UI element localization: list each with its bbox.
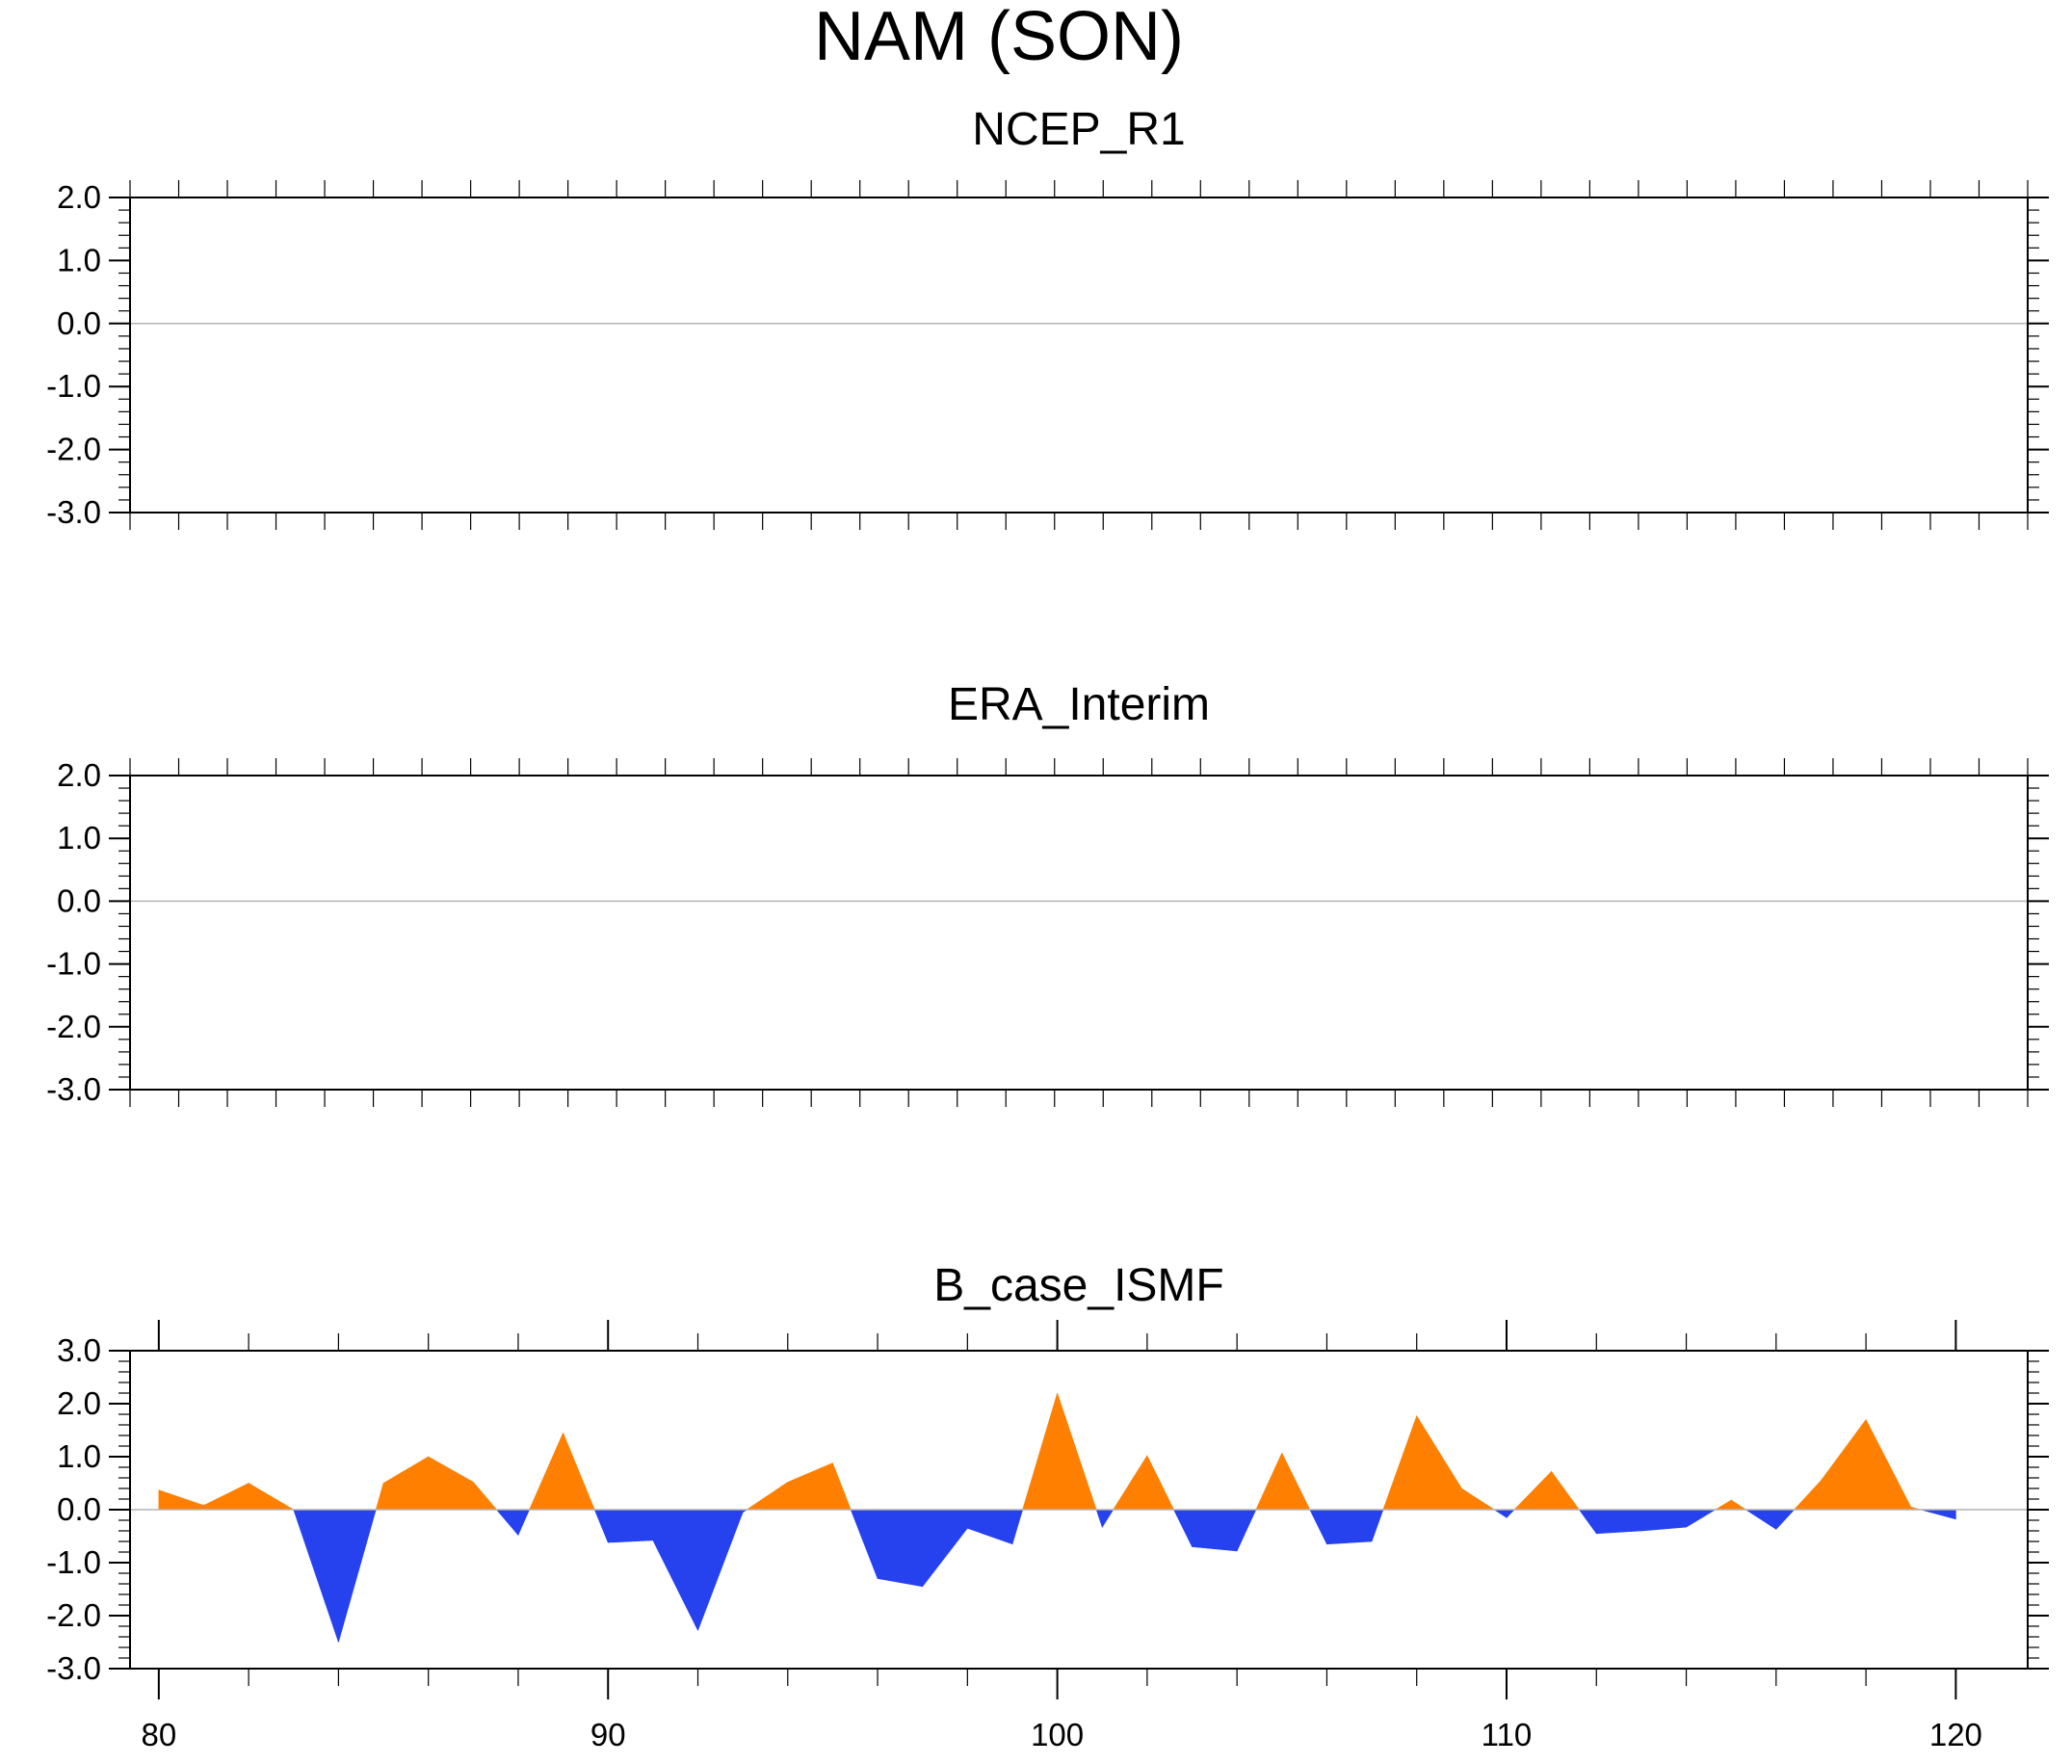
b-case-ismf-negative-area xyxy=(1192,1509,1238,1552)
era-interim-title: ERA_Interim xyxy=(948,679,1210,730)
b-case-ismf-y-tick-label: -2.0 xyxy=(46,1597,101,1633)
b-case-ismf-y-tick-label: -1.0 xyxy=(46,1544,101,1580)
panel-b-case-ismf: B_case_ISMF 3.0 2.0 1.0 0.0 -1.0 -2.0 -3.0 80 90 1… xyxy=(46,1260,2049,1752)
b-case-ismf-title: B_case_ISMF xyxy=(933,1260,1223,1311)
b-case-ismf-negative-area xyxy=(593,1509,609,1543)
b-case-ismf-negative-area xyxy=(1101,1509,1115,1529)
era-interim-y-tick-label: -2.0 xyxy=(46,1009,101,1044)
b-case-ismf-negative-area xyxy=(1578,1509,1597,1535)
era-interim-y-tick-label: -1.0 xyxy=(46,946,101,982)
b-case-ismf-x-tick-label: 80 xyxy=(141,1717,176,1752)
b-case-ismf-positive-area xyxy=(1022,1392,1058,1511)
b-case-ismf-positive-area xyxy=(1461,1488,1496,1511)
era-interim-plot-frame xyxy=(129,775,2029,1091)
b-case-ismf-x-tick-label: 120 xyxy=(1929,1717,1982,1752)
b-case-ismf-negative-area xyxy=(1493,1509,1508,1518)
b-case-ismf-positive-area xyxy=(1416,1414,1462,1511)
b-case-ismf-negative-area xyxy=(1236,1509,1257,1552)
b-case-ismf-positive-area xyxy=(1146,1455,1175,1511)
b-case-ismf-positive-area xyxy=(203,1483,249,1511)
b-case-ismf-y-tick-label: 3.0 xyxy=(57,1332,101,1368)
b-case-ismf-y-tick-label: -3.0 xyxy=(46,1650,101,1686)
b-case-ismf-positive-area xyxy=(1113,1454,1148,1511)
b-case-ismf-negative-area xyxy=(1326,1509,1373,1545)
ncep-r1-y-tick-label: -1.0 xyxy=(46,368,101,404)
era-interim-y-tick-label: 2.0 xyxy=(57,757,101,793)
b-case-ismf-negative-area xyxy=(922,1509,968,1588)
b-case-ismf-positive-area xyxy=(746,1481,789,1511)
ncep-r1-y-tick-label: -3.0 xyxy=(46,494,101,530)
b-case-ismf-negative-area xyxy=(1371,1509,1384,1542)
b-case-ismf-negative-area xyxy=(967,1509,1013,1545)
b-case-ismf-negative-area xyxy=(877,1509,924,1588)
ncep-r1-y-tick-label: 2.0 xyxy=(57,179,101,215)
b-case-ismf-y-tick-label: 2.0 xyxy=(57,1385,101,1421)
b-case-ismf-negative-area xyxy=(1309,1509,1327,1544)
b-case-ismf-positive-area xyxy=(375,1483,384,1511)
b-case-ismf-positive-area xyxy=(1382,1415,1418,1511)
b-case-ismf-negative-area xyxy=(1011,1509,1024,1544)
b-case-ismf-positive-area xyxy=(1865,1419,1912,1511)
panel-ncep-r1: NCEP_R12.01.00.0-1.0-2.0-3.0198519901995… xyxy=(46,104,2049,530)
b-case-ismf-negative-area xyxy=(1686,1509,1717,1528)
b-case-ismf-negative-area xyxy=(1095,1509,1103,1528)
b-case-ismf-negative-area xyxy=(1744,1509,1777,1530)
b-case-ismf-positive-area xyxy=(1551,1470,1580,1511)
b-case-ismf-positive-area xyxy=(832,1462,852,1511)
b-case-ismf-y-tick-label: 0.0 xyxy=(57,1491,101,1527)
ncep-r1-y-tick-label: 1.0 xyxy=(57,242,101,277)
b-case-ismf-negative-area xyxy=(1173,1509,1193,1547)
b-case-ismf-positive-area xyxy=(1793,1479,1822,1511)
b-case-ismf-x-tick-label: 90 xyxy=(590,1717,626,1752)
b-case-ismf-negative-area xyxy=(1506,1509,1515,1518)
b-case-ismf-negative-area xyxy=(652,1509,698,1631)
b-case-ismf-negative-area xyxy=(1920,1509,1956,1520)
ncep-r1-title: NCEP_R1 xyxy=(972,104,1185,155)
b-case-ismf-positive-area xyxy=(787,1462,833,1511)
b-case-ismf-positive-area xyxy=(1714,1499,1732,1511)
era-interim-y-tick-label: 1.0 xyxy=(57,820,101,856)
b-case-ismf-positive-area xyxy=(1281,1453,1311,1511)
b-case-ismf-x-tick-label: 100 xyxy=(1031,1717,1084,1752)
ncep-r1-y-tick-label: 0.0 xyxy=(57,305,101,341)
era-interim-y-tick-label: -3.0 xyxy=(46,1071,101,1107)
b-case-ismf-positive-area xyxy=(248,1482,295,1511)
b-case-ismf-negative-area xyxy=(293,1509,339,1643)
b-case-ismf-positive-area xyxy=(158,1489,204,1511)
ncep-r1-plot-frame xyxy=(129,197,2029,513)
b-case-ismf-positive-area xyxy=(563,1433,595,1511)
b-case-ismf-positive-area xyxy=(1057,1392,1097,1511)
b-case-ismf-negative-area xyxy=(1640,1509,1687,1532)
main-title: NAM (SON) xyxy=(814,0,1184,75)
ncep-r1-y-tick-label: -2.0 xyxy=(46,432,101,467)
b-case-ismf-negative-area xyxy=(850,1509,879,1579)
panel-era-interim: ERA_Interim2.01.00.0-1.0-2.0-3.019851990… xyxy=(46,679,2049,1107)
b-case-ismf-negative-area xyxy=(495,1509,519,1537)
b-case-ismf-positive-area xyxy=(1255,1453,1283,1511)
b-case-ismf-positive-area xyxy=(382,1456,429,1511)
b-case-ismf-positive-area xyxy=(473,1481,498,1511)
b-case-ismf-x-tick-label: 110 xyxy=(1482,1717,1533,1752)
b-case-ismf-negative-area xyxy=(697,1509,744,1631)
b-case-ismf-y-tick-label: 1.0 xyxy=(57,1438,101,1474)
b-case-ismf-positive-area xyxy=(1821,1418,1867,1511)
b-case-ismf-positive-area xyxy=(529,1433,564,1511)
b-case-ismf-negative-area xyxy=(338,1509,377,1643)
b-case-ismf-negative-area xyxy=(607,1509,654,1543)
b-case-ismf-negative-area xyxy=(1595,1509,1642,1535)
b-case-ismf-positive-area xyxy=(1513,1470,1552,1511)
b-case-ismf-negative-area xyxy=(517,1509,531,1536)
b-case-ismf-positive-area xyxy=(1730,1499,1747,1511)
b-case-ismf-positive-area xyxy=(428,1456,474,1511)
era-interim-y-tick-label: 0.0 xyxy=(57,882,101,918)
b-case-ismf-negative-area xyxy=(1775,1509,1796,1531)
